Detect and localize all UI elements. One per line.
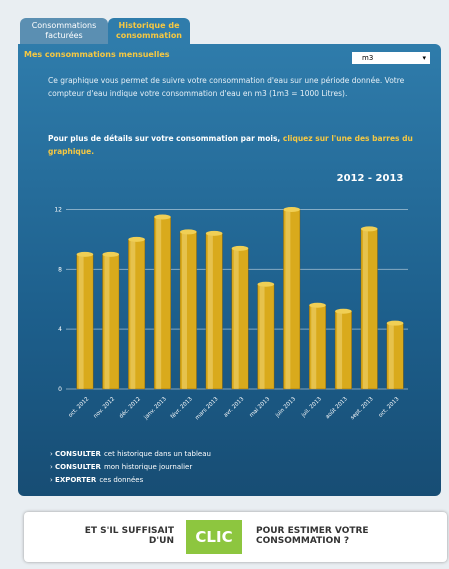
link-text: ces données: [99, 476, 144, 484]
banner[interactable]: ET S'IL SUFFISAIT D'UN CLIC POUR ESTIMER…: [24, 512, 447, 562]
bar-highlight: [388, 323, 394, 389]
x-tick-label: mai 2013: [249, 396, 272, 419]
x-tick-label: janv. 2013: [143, 396, 169, 422]
bar-cap: [180, 229, 197, 235]
bar-cap: [76, 251, 94, 257]
tab[interactable]: Consommations facturées: [20, 18, 108, 44]
x-tick-label: sept. 2013: [350, 396, 375, 421]
y-tick-label: 12: [54, 206, 62, 213]
bar-highlight: [259, 284, 265, 389]
banner-left: ET S'IL SUFFISAIT D'UN: [84, 526, 174, 546]
clic-button[interactable]: CLIC: [186, 520, 242, 554]
tab-active[interactable]: Historique de consommation: [108, 18, 190, 44]
x-tick-label: nov. 2012: [93, 396, 116, 419]
chart-title: 2012 - 2013: [337, 173, 404, 184]
bullet: ›: [50, 476, 56, 484]
x-tick-label: févr. 2013: [169, 395, 194, 420]
link[interactable]: › CONSULTER cet historique dans un tablea…: [50, 448, 211, 461]
bar-highlight: [156, 216, 162, 389]
intro: Ce graphique vous permet de suivre votre…: [48, 76, 405, 98]
bar-highlight: [104, 254, 110, 389]
bar-highlight: [130, 239, 136, 389]
detail-link[interactable]: cliquez sur l'une des barres du graphiqu…: [48, 134, 413, 156]
unit-select[interactable]: m3 ▾: [352, 52, 430, 64]
detail-text: Pour plus de détails sur votre consommat…: [48, 134, 283, 143]
x-tick-label: mars 2013: [194, 396, 220, 422]
bar-cap: [309, 302, 326, 308]
x-tick-label: août 2013: [324, 395, 349, 420]
bar-highlight: [182, 231, 187, 389]
bar-highlight: [78, 254, 84, 389]
bar-highlight: [233, 248, 239, 389]
x-tick-label: oct. 2013: [378, 396, 401, 419]
bar-highlight: [337, 311, 343, 389]
bar-cap: [128, 236, 145, 242]
chart: 2012 - 2013 0 4 8 12 oct. 2012 nov. 2012 déc. …: [54, 173, 404, 422]
bar-cap: [154, 214, 171, 220]
links: › CONSULTER cet historique dans un tablea…: [50, 448, 211, 487]
link-text: cet historique dans un tableau: [103, 450, 211, 458]
select-value: m3: [362, 54, 374, 62]
link-bold: CONSULTER: [55, 450, 101, 458]
arrow: ▾: [422, 54, 426, 62]
bar-cap: [386, 320, 404, 326]
y-tick-label: 0: [58, 386, 62, 393]
link-text: mon historique journalier: [103, 463, 193, 471]
link[interactable]: › EXPORTER ces données: [50, 474, 211, 487]
bar-cap: [231, 245, 249, 251]
section-title: Mes consommations mensuelles: [24, 50, 170, 59]
bar-highlight: [285, 209, 291, 389]
banner-right: POUR ESTIMER VOTRE CONSOMMATION ?: [256, 526, 369, 546]
x-tick-label: déc. 2012: [118, 395, 142, 419]
bar-highlight: [207, 233, 213, 389]
bar-highlight: [311, 305, 317, 389]
link-bold: EXPORTER: [55, 476, 97, 484]
x-tick-label: oct. 2012: [68, 396, 91, 419]
x-tick-label: juin 2013: [274, 396, 298, 420]
bar-highlight: [362, 228, 368, 389]
y-tick-label: 8: [58, 266, 62, 273]
x-tick-label: avr. 2013: [223, 396, 246, 419]
bar-cap: [360, 226, 378, 232]
bar-cap: [335, 308, 352, 314]
bar-cap: [257, 281, 275, 287]
bar-cap: [102, 251, 120, 257]
detail: Pour plus de détails sur votre consommat…: [48, 132, 434, 158]
link-bold: CONSULTER: [55, 463, 101, 471]
x-tick-label: juil. 2013: [300, 396, 323, 419]
bullet: ›: [50, 450, 56, 458]
bar-cap: [205, 230, 223, 236]
y-tick-label: 4: [58, 326, 62, 333]
bullet: ›: [50, 463, 56, 471]
bar-cap: [283, 206, 300, 212]
link[interactable]: › CONSULTER mon historique journalier: [50, 461, 211, 474]
